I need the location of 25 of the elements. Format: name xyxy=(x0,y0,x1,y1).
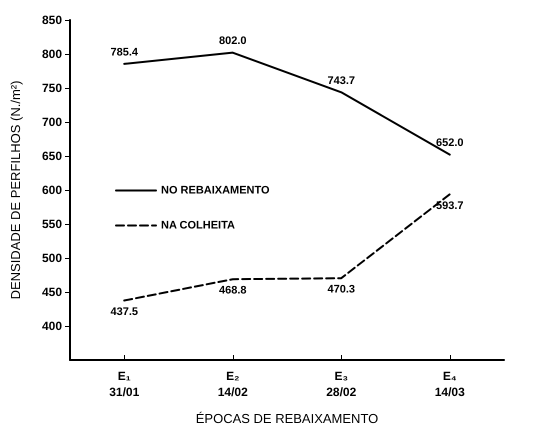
y-tick-label: 500 xyxy=(42,251,62,265)
data-label: 743.7 xyxy=(327,74,356,87)
x-tick-label: E₄ 14/03 xyxy=(434,369,466,399)
y-tick-label: 800 xyxy=(42,47,62,61)
legend-label: NA COLHEITA xyxy=(161,220,235,232)
x-tick-label: E₃ 28/02 xyxy=(326,369,357,399)
x-axis-title: ÉPOCAS DE REBAIXAMENTO xyxy=(196,411,378,426)
x-tick-label: E₂ 14/02 xyxy=(218,369,248,399)
y-tick-label: 750 xyxy=(42,81,62,95)
y-tick-label: 850 xyxy=(42,13,62,27)
data-label: 802.0 xyxy=(218,35,247,48)
data-label: 437.5 xyxy=(110,306,138,318)
y-tick-label: 450 xyxy=(42,285,62,299)
y-tick-label: 400 xyxy=(42,319,62,333)
data-label: 468.8 xyxy=(218,284,247,297)
y-axis-title: DENSIDADE DE PERFILHOS (N./m²) xyxy=(8,80,23,300)
legend-label: NO REBAIXAMENTO xyxy=(161,184,270,196)
data-label: 785.4 xyxy=(110,46,139,58)
data-label: 652.0 xyxy=(436,137,464,150)
y-tick-label: 700 xyxy=(42,115,62,129)
y-tick-label: 550 xyxy=(42,217,62,231)
data-label: 470.3 xyxy=(327,284,356,296)
x-tick-label: E₁ 31/01 xyxy=(109,369,140,399)
y-tick-label: 650 xyxy=(42,149,62,163)
y-tick-label: 600 xyxy=(42,183,62,197)
